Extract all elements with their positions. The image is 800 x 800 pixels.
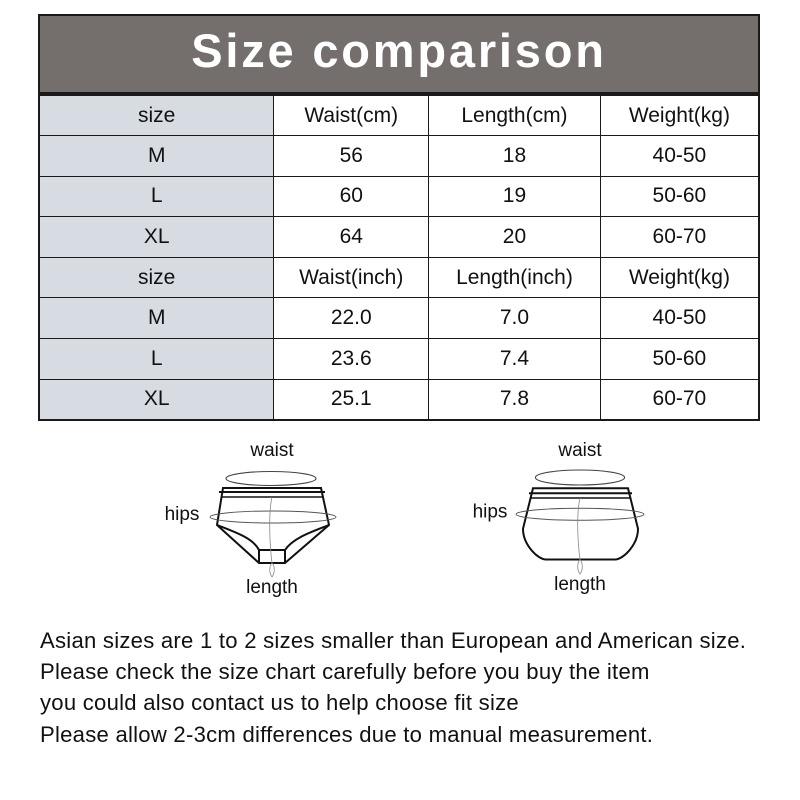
- svg-text:waist: waist: [557, 440, 602, 461]
- svg-text:waist: waist: [249, 440, 294, 461]
- svg-text:hips: hips: [473, 502, 508, 523]
- svg-text:length: length: [246, 577, 298, 598]
- svg-text:length: length: [554, 574, 606, 595]
- svg-text:hips: hips: [165, 504, 200, 525]
